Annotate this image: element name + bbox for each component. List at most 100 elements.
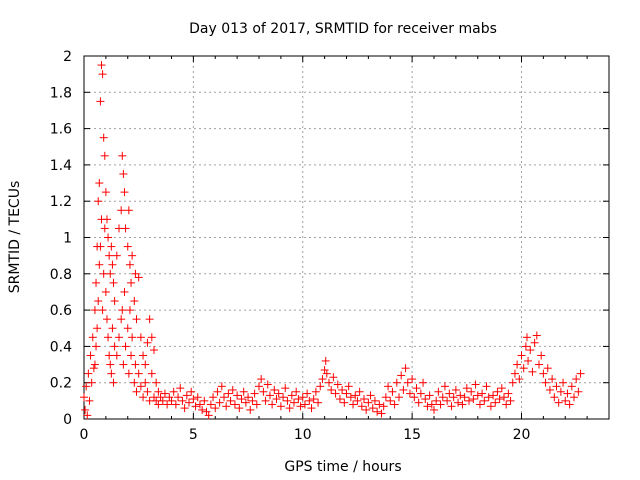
data-point — [270, 385, 279, 394]
data-point — [344, 382, 353, 391]
data-point — [83, 411, 92, 420]
y-tick-label: 0.6 — [50, 303, 72, 319]
data-point — [130, 378, 139, 387]
data-point — [537, 351, 546, 360]
y-tick-label: 1.4 — [50, 158, 72, 174]
data-point — [94, 297, 103, 306]
data-point — [325, 378, 333, 387]
data-point — [123, 324, 132, 333]
data-point — [139, 351, 148, 360]
data-point — [125, 306, 134, 315]
data-point — [305, 396, 314, 405]
data-point — [272, 395, 281, 404]
data-point — [112, 251, 121, 260]
y-tick-label: 2 — [63, 49, 72, 65]
data-point — [244, 393, 253, 402]
y-tick-label: 0.8 — [50, 267, 72, 283]
data-point — [233, 391, 242, 400]
data-point — [95, 179, 104, 188]
data-point — [141, 360, 150, 369]
data-point — [524, 356, 533, 365]
data-point — [130, 297, 139, 306]
chart-title: Day 013 of 2017, SRMTID for receiver mab… — [189, 21, 497, 37]
data-point — [292, 387, 301, 396]
data-point — [469, 395, 478, 404]
data-point — [338, 385, 347, 394]
data-point — [141, 378, 150, 387]
y-axis-label: SRMTID / TECUs — [7, 181, 23, 294]
data-point — [519, 364, 528, 373]
data-point — [92, 342, 101, 351]
data-point — [447, 402, 456, 411]
data-point — [355, 387, 364, 396]
data-point — [497, 384, 506, 393]
data-point — [204, 411, 213, 420]
data-point — [98, 70, 107, 79]
data-point — [375, 400, 384, 409]
data-point — [100, 224, 109, 233]
data-point — [191, 402, 200, 411]
data-point — [556, 387, 565, 396]
data-point — [458, 400, 467, 409]
data-point — [106, 269, 115, 278]
data-point — [502, 400, 511, 409]
data-point — [576, 369, 585, 378]
data-point — [115, 333, 123, 342]
data-point — [86, 351, 95, 360]
data-point — [285, 404, 294, 413]
data-point — [517, 351, 526, 360]
data-point — [340, 398, 349, 407]
data-point — [230, 400, 239, 409]
data-point — [443, 396, 452, 405]
data-point — [303, 389, 312, 398]
data-point — [309, 395, 318, 404]
data-point — [321, 356, 330, 365]
data-point — [222, 402, 231, 411]
data-point — [486, 402, 495, 411]
data-point — [539, 369, 548, 378]
data-point — [248, 396, 257, 405]
data-point — [423, 402, 432, 411]
data-point — [131, 360, 140, 369]
data-point — [467, 387, 476, 396]
data-point — [425, 391, 434, 400]
data-point — [318, 375, 327, 384]
data-point — [567, 382, 576, 391]
y-tick-label: 1 — [63, 231, 72, 247]
data-point — [508, 378, 517, 387]
data-point — [211, 404, 220, 413]
data-point — [100, 151, 109, 160]
data-point — [314, 398, 323, 407]
data-point — [104, 333, 113, 342]
data-point — [85, 396, 94, 405]
data-point — [239, 387, 248, 396]
data-point — [526, 346, 535, 355]
data-point — [287, 391, 296, 400]
data-point — [112, 351, 121, 360]
data-point — [213, 387, 222, 396]
data-point — [362, 405, 371, 414]
y-tick-label: 1.6 — [50, 122, 72, 138]
data-point — [189, 395, 198, 404]
data-point — [445, 389, 454, 398]
data-point — [331, 389, 340, 398]
data-point — [570, 393, 578, 402]
data-point — [473, 391, 482, 400]
data-point — [81, 405, 90, 414]
data-point — [136, 333, 145, 342]
data-point — [530, 338, 539, 347]
data-point — [300, 400, 309, 409]
data-point — [430, 405, 438, 414]
data-point — [119, 360, 128, 369]
data-point — [390, 400, 399, 409]
data-point — [395, 393, 403, 402]
data-point — [110, 297, 119, 306]
data-point — [224, 389, 233, 398]
data-point — [209, 393, 218, 402]
data-point — [335, 395, 344, 404]
x-tick-label: 5 — [189, 427, 198, 443]
data-point — [471, 380, 480, 389]
data-point — [460, 393, 469, 402]
data-point — [97, 61, 106, 70]
